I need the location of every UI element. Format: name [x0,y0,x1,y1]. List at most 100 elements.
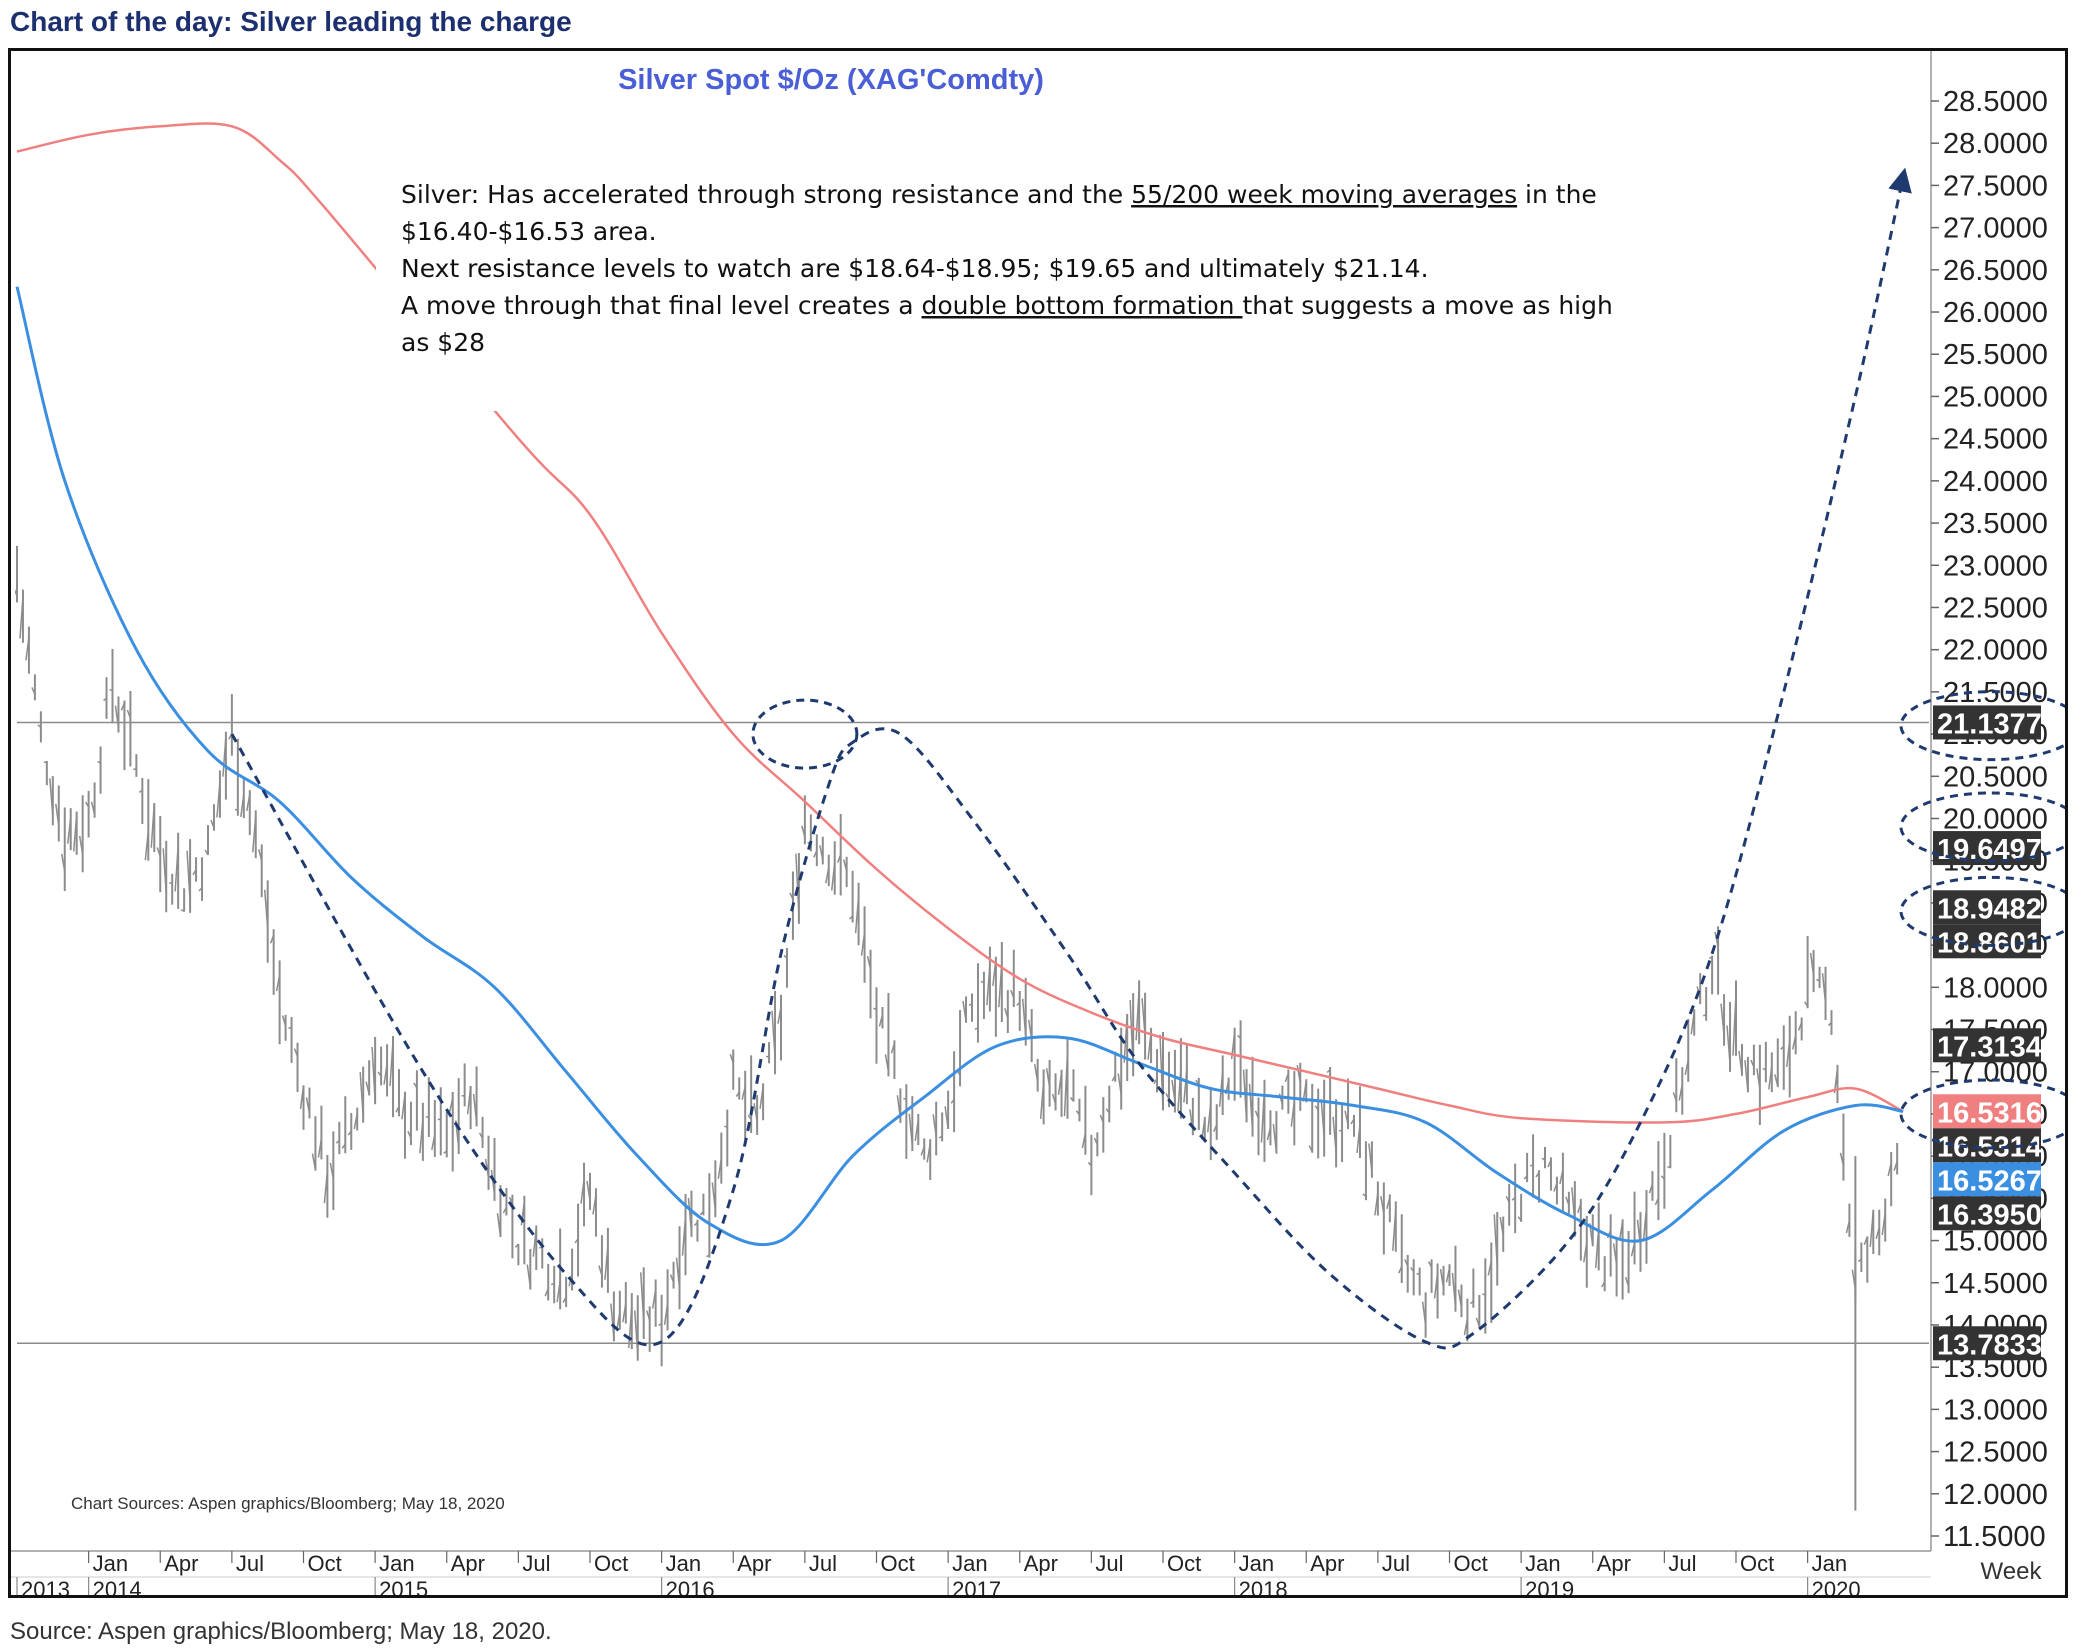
price-bar [1189,1097,1194,1136]
price-bar [514,1243,520,1266]
price-bar [1708,955,1714,995]
price-bar [228,694,233,756]
price-bar [162,840,168,913]
price-bar [1768,1052,1773,1093]
price-bar [1421,1292,1427,1338]
page-title: Chart of the day: Silver leading the cha… [10,6,572,37]
annotation-link-moving-averages: 55/200 week moving averages [1131,180,1517,209]
price-bar [1833,1064,1839,1104]
price-bar [1505,1183,1511,1226]
price-bar [1732,980,1737,1056]
price-bar [1063,1038,1069,1119]
price-bar [138,777,144,824]
price-bar [1487,1242,1493,1323]
price-bar [204,825,209,856]
price-bar [97,746,102,794]
y-tick-label: 22.0000 [1943,635,2048,667]
price-bar [1475,1294,1481,1329]
x-month-label: Oct [594,1551,628,1576]
price-bar [43,760,48,786]
price-bar [735,1077,741,1100]
price-bar [365,1060,371,1096]
x-axis: Jan Apr Jul Oct Jan Apr Jul Oct Jan Apr Jul Oct Jan A… [16,1551,1861,1602]
price-bar [1260,1079,1266,1162]
price-bar [932,1101,938,1156]
price-bar [1887,1152,1893,1207]
price-bar [681,1194,687,1276]
price-bar [1667,1134,1672,1169]
annotation-line1-b: in the [1517,180,1597,209]
price-bar [1762,1041,1767,1083]
price-bar [1230,1027,1236,1101]
price-bar [186,839,192,913]
price-bar [1266,1110,1272,1146]
price-bar [454,1078,460,1154]
price-bar [1410,1259,1415,1296]
highlight-circle [1899,875,2076,947]
price-bar [669,1261,675,1289]
x-month-label: Apr [737,1551,771,1576]
price-bar [1648,1171,1654,1201]
x-month-label: Apr [451,1551,485,1576]
price-bar [974,963,979,1043]
plot-layer [15,122,1929,1511]
price-bar [1630,1191,1636,1265]
price-bar [25,626,30,674]
price-bar [353,1107,359,1131]
price-bar [1541,1146,1546,1169]
price-bar [854,882,860,946]
price-bar [759,1083,765,1121]
price-bar [1183,1045,1188,1105]
x-month-label: Apr [164,1551,198,1576]
price-bar [992,956,997,1037]
price-bar [1809,949,1815,993]
price-bar [15,545,18,603]
y-tick-label: 23.5000 [1943,508,2048,540]
price-bar [628,1293,633,1349]
price-bar [1571,1181,1576,1237]
y-tick-label: 26.0000 [1943,297,2048,329]
price-bar [639,1267,645,1340]
price-bar [1690,1009,1696,1036]
price-bar [1386,1194,1391,1223]
price-bar [1099,1097,1105,1153]
y-tick-label: 11.5000 [1943,1521,2046,1553]
price-bar [962,996,968,1023]
x-month-label: Jan [93,1551,128,1576]
price-bar [1242,1069,1248,1123]
price-bar [1499,1216,1505,1252]
x-month-label: Oct [1454,1551,1488,1576]
price-bar [144,779,150,861]
price-bar [986,946,991,1012]
x-month-label: Jan [1239,1551,1274,1576]
price-label: 16.5267 [1933,1162,2042,1197]
price-bar [532,1225,538,1270]
price-bar [968,993,973,1022]
price-bar [903,1084,908,1159]
price-bar [1678,1067,1684,1115]
price-label: 16.5316 [1933,1094,2042,1129]
annotation-line2: $16.40-$16.53 area. [401,217,657,246]
price-bar [766,1042,771,1064]
price-bar [1547,1157,1552,1191]
price-bar [1224,1077,1230,1100]
price-bar [299,1085,305,1130]
price-bar [126,690,132,767]
price-label: 16.5314 [1933,1128,2042,1163]
price-bar [568,1248,574,1291]
price-bar [1218,1055,1224,1115]
price-bar [90,782,96,818]
price-bar [1105,1085,1111,1123]
price-bar [717,1132,723,1184]
price-bar [1350,1114,1355,1137]
x-month-label: Oct [1167,1551,1201,1576]
price-bar [1356,1086,1361,1159]
price-bar [1535,1170,1541,1203]
y-tick-label: 27.5000 [1943,170,2048,202]
price-bar [198,857,204,901]
period-label: Week [1981,1558,2043,1585]
price-bar [275,960,281,1045]
x-month-label: Jul [809,1551,837,1576]
price-bar [1780,1025,1785,1090]
moving-average-200-line [16,122,1904,1124]
